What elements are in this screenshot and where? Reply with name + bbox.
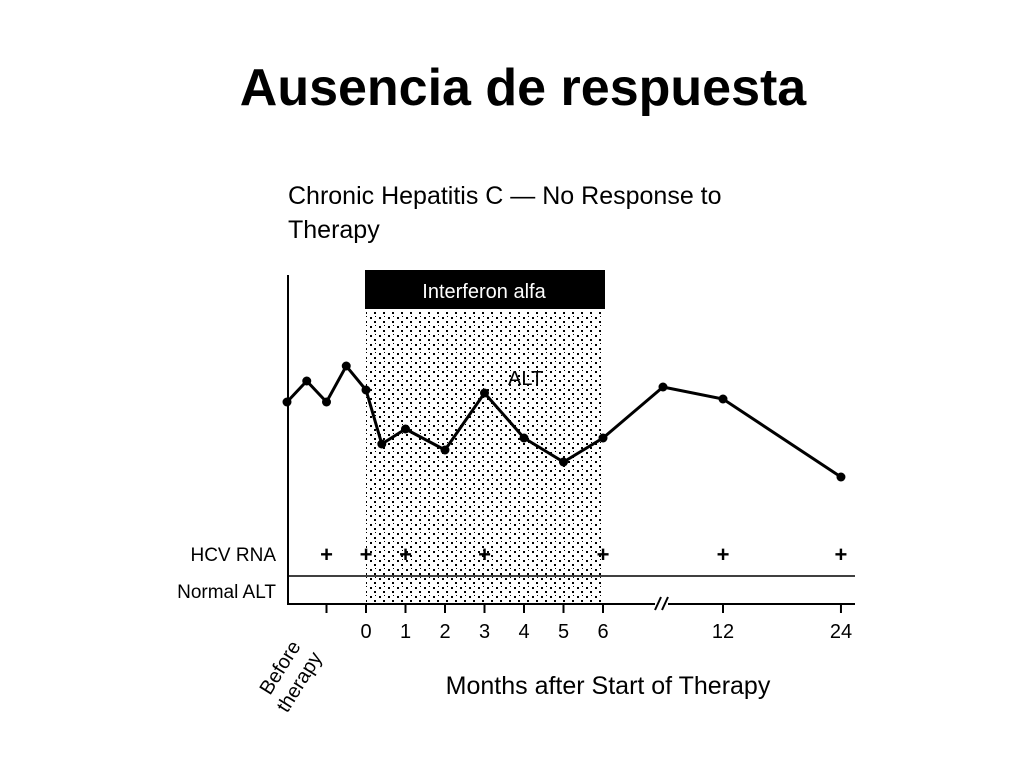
axis-break-mark: [661, 596, 669, 611]
x-tick-label: 2: [439, 621, 450, 643]
x-tick-label: 12: [712, 621, 734, 643]
x-axis-title: Months after Start of Therapy: [446, 672, 771, 700]
alt-point: [598, 433, 608, 443]
alt-series-label: ALT: [508, 368, 543, 390]
hcv-rna-marker: +: [835, 542, 848, 567]
alt-point: [377, 439, 387, 449]
x-tick-label: 24: [830, 621, 852, 643]
x-tick-label: 4: [518, 621, 529, 643]
alt-point: [302, 376, 312, 386]
hcv-rna-marker: +: [320, 542, 333, 567]
alt-point: [341, 361, 351, 371]
slide-title: Ausencia de respuesta: [239, 59, 807, 117]
alt-point: [559, 457, 568, 467]
x-tick-label: 1: [400, 621, 411, 643]
x-axis: 0 1 2 3 4 5 6 12 24: [288, 596, 855, 643]
alt-point: [361, 385, 371, 395]
treatment-band-header: [365, 270, 605, 309]
alt-point: [718, 394, 728, 404]
axis-break-mark: [654, 596, 662, 611]
hcv-rna-marker: +: [717, 542, 730, 567]
alt-point: [401, 424, 410, 434]
x-tick-label: 0: [360, 621, 371, 643]
hcv-rna-marker: +: [597, 542, 610, 567]
hcv-rna-marker: +: [478, 542, 491, 567]
x-tick-label: 5: [558, 621, 569, 643]
treatment-band: [366, 311, 604, 603]
normal-alt-label: Normal ALT: [177, 582, 276, 603]
chart-title-line-2: Therapy: [288, 216, 380, 244]
treatment-band-label: Interferon alfa: [422, 281, 546, 303]
hcv-rna-marker: +: [360, 542, 373, 567]
alt-point: [282, 397, 292, 407]
hcv-rna-row: + + + + + + +: [288, 542, 855, 577]
alt-point: [658, 382, 668, 392]
alt-point: [440, 445, 450, 455]
alt-point: [519, 433, 529, 443]
x-tick-label: 6: [597, 621, 608, 643]
alt-point: [836, 472, 846, 482]
alt-series: [282, 361, 846, 482]
alt-point: [322, 397, 331, 407]
x-tick-label: 3: [479, 621, 490, 643]
alt-point: [480, 388, 489, 398]
chart-title-line-1: Chronic Hepatitis C — No Response to: [288, 182, 722, 210]
hcv-rna-marker: +: [399, 542, 412, 567]
hcv-rna-label: HCV RNA: [190, 545, 276, 566]
